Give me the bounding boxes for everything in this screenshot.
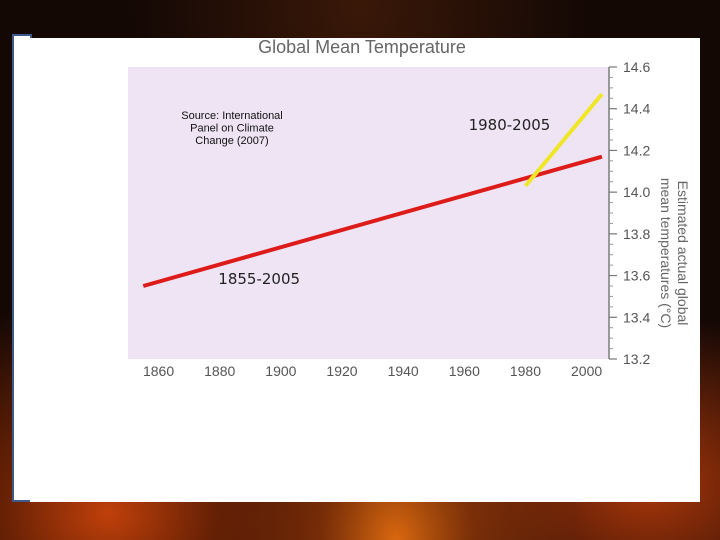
plot-area xyxy=(128,67,608,359)
x-tick-label: 1900 xyxy=(265,363,296,379)
y-tick-label: 14.2 xyxy=(623,142,650,158)
series-layer xyxy=(142,92,604,288)
x-tick-label: 1920 xyxy=(326,363,357,379)
y-tick-label: 14.0 xyxy=(623,184,650,200)
x-tick-label: 1960 xyxy=(449,363,480,379)
y-axis: 13.2 13.4 13.6 13.8 14.0 14.2 14.4 14.6 xyxy=(609,59,650,367)
series-line-1 xyxy=(142,154,603,288)
y-axis-label-line: Estimated actual global xyxy=(675,181,691,326)
x-tick-label: 1980 xyxy=(510,363,541,379)
series-label-1: 1855-2005 xyxy=(218,270,300,288)
series-line-2 xyxy=(523,92,604,188)
x-tick-label: 1880 xyxy=(204,363,235,379)
y-axis-label-line: mean temperatures (°C) xyxy=(658,178,674,328)
x-tick-label: 2000 xyxy=(571,363,602,379)
y-tick-label: 13.8 xyxy=(623,226,650,242)
series-label-2: 1980-2005 xyxy=(469,116,551,134)
y-tick-label: 13.2 xyxy=(623,351,650,367)
chart-panel: Global Mean Temperature Source: Internat… xyxy=(30,38,700,502)
slide-frame xyxy=(12,34,32,502)
x-tick-label: 1940 xyxy=(388,363,419,379)
x-tick-label: 1860 xyxy=(143,363,174,379)
y-tick-label: 13.4 xyxy=(623,309,650,325)
y-tick-label: 14.4 xyxy=(623,101,650,117)
source-note-line: Panel on Climate xyxy=(190,123,274,135)
source-note-line: Source: International xyxy=(181,110,283,122)
y-axis-label: Estimated actual globalmean temperatures… xyxy=(658,178,691,328)
y-tick-label: 13.6 xyxy=(623,268,650,284)
y-tick-label: 14.6 xyxy=(623,59,650,75)
temperature-chart: Global Mean Temperature Source: Internat… xyxy=(128,38,691,379)
series-labels: 1855-2005 1980-2005 xyxy=(218,116,550,288)
chart-title: Global Mean Temperature xyxy=(258,38,466,57)
source-note-line: Change (2007) xyxy=(195,135,268,147)
x-axis: 1860 1880 1900 1920 1940 1960 1980 2000 xyxy=(143,363,602,379)
